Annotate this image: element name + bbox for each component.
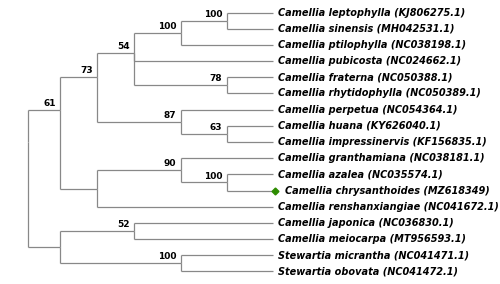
Text: Camellia renshanxiangiae (NC041672.1): Camellia renshanxiangiae (NC041672.1) [278, 202, 498, 212]
Text: 87: 87 [164, 111, 176, 120]
Text: Stewartia obovata (NC041472.1): Stewartia obovata (NC041472.1) [278, 266, 458, 276]
Text: 54: 54 [117, 42, 130, 51]
Text: Camellia huana (KY626040.1): Camellia huana (KY626040.1) [278, 121, 440, 131]
Text: Camellia pubicosta (NC024662.1): Camellia pubicosta (NC024662.1) [278, 56, 461, 66]
Text: Camellia chrysanthoides (MZ618349): Camellia chrysanthoides (MZ618349) [284, 185, 490, 196]
Text: Camellia impressinervis (KF156835.1): Camellia impressinervis (KF156835.1) [278, 137, 486, 147]
Text: Stewartia micrantha (NC041471.1): Stewartia micrantha (NC041471.1) [278, 250, 469, 260]
Text: Camellia meiocarpa (MT956593.1): Camellia meiocarpa (MT956593.1) [278, 234, 466, 244]
Text: Camellia ptilophylla (NC038198.1): Camellia ptilophylla (NC038198.1) [278, 40, 466, 50]
Text: Camellia azalea (NC035574.1): Camellia azalea (NC035574.1) [278, 169, 442, 179]
Text: Camellia perpetua (NC054364.1): Camellia perpetua (NC054364.1) [278, 105, 457, 115]
Text: 100: 100 [204, 172, 223, 181]
Text: 78: 78 [210, 74, 222, 83]
Text: 73: 73 [80, 66, 93, 75]
Text: Camellia rhytidophylla (NC050389.1): Camellia rhytidophylla (NC050389.1) [278, 88, 480, 99]
Text: 90: 90 [164, 159, 176, 168]
Text: 100: 100 [158, 22, 176, 31]
Text: Camellia granthamiana (NC038181.1): Camellia granthamiana (NC038181.1) [278, 153, 484, 163]
Text: 52: 52 [118, 220, 130, 229]
Text: Camellia sinensis (MH042531.1): Camellia sinensis (MH042531.1) [278, 24, 454, 34]
Text: 100: 100 [158, 252, 176, 261]
Text: Camellia leptophylla (KJ806275.1): Camellia leptophylla (KJ806275.1) [278, 8, 465, 18]
Text: 63: 63 [210, 123, 222, 132]
Text: 61: 61 [44, 99, 56, 108]
Text: Camellia fraterna (NC050388.1): Camellia fraterna (NC050388.1) [278, 72, 452, 82]
Text: 100: 100 [204, 10, 223, 19]
Text: Camellia japonica (NC036830.1): Camellia japonica (NC036830.1) [278, 218, 454, 228]
